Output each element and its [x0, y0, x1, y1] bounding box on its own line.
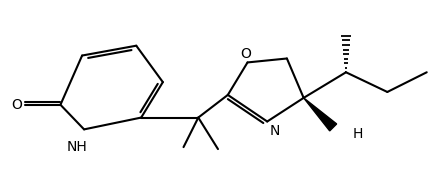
Text: N: N — [270, 124, 280, 138]
Text: O: O — [240, 47, 251, 61]
Text: H: H — [352, 127, 363, 141]
Polygon shape — [304, 98, 337, 131]
Text: O: O — [12, 98, 23, 112]
Text: NH: NH — [67, 140, 88, 154]
